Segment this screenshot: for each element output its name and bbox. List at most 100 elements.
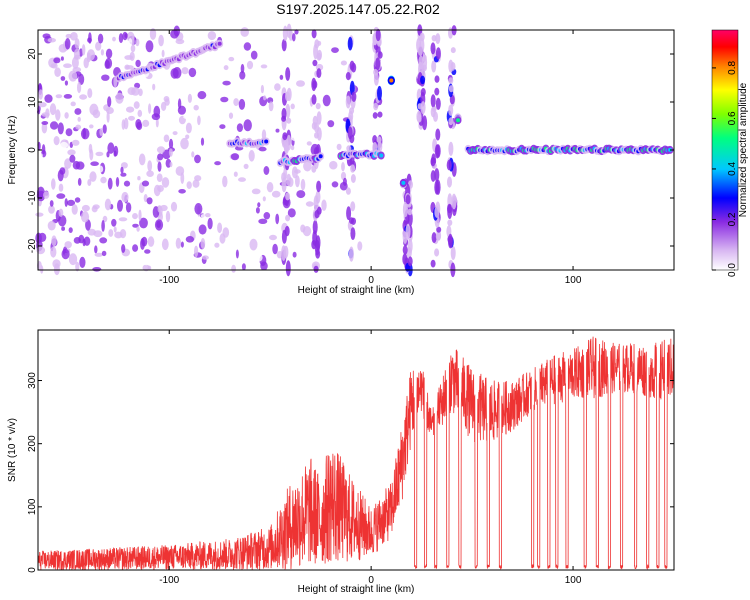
heatmap-cell (377, 111, 383, 118)
heatmap-cell (401, 180, 406, 185)
heatmap-cell (64, 198, 68, 207)
heatmap-cell (132, 223, 139, 228)
heatmap-cell (447, 233, 453, 249)
heatmap-cell (292, 251, 297, 258)
heatmap-y-tick-label: 20 (27, 48, 38, 60)
heatmap-cell (138, 209, 142, 221)
heatmap-cell (114, 231, 123, 239)
heatmap-cell (180, 172, 185, 185)
heatmap-cell (322, 94, 331, 107)
heatmap-cell (292, 43, 300, 50)
heatmap-cell (44, 180, 49, 188)
heatmap-cell (373, 68, 379, 76)
snr-x-tick-label: -100 (159, 575, 179, 586)
heatmap-cell (341, 162, 345, 172)
heatmap-cell (436, 226, 442, 233)
heatmap-cell (430, 106, 436, 118)
heatmap-cell (271, 190, 281, 198)
heatmap-cell (121, 191, 129, 203)
heatmap-cell (128, 115, 135, 121)
heatmap-cell (351, 217, 356, 225)
heatmap-cell (286, 117, 292, 124)
heatmap-cell (126, 31, 135, 43)
heatmap-cell (129, 51, 135, 62)
heatmap-cell (312, 59, 318, 67)
heatmap-cell (373, 72, 379, 86)
heatmap-cell (377, 141, 383, 153)
heatmap-cell (435, 232, 441, 241)
heatmap-cell (435, 47, 441, 60)
heatmap-cell (186, 181, 192, 190)
heatmap-cell (317, 49, 322, 61)
heatmap-cell (377, 85, 382, 101)
heatmap-cell (451, 193, 457, 210)
heatmap-cell (258, 146, 267, 152)
heatmap-cell (161, 49, 165, 58)
heatmap-cell (450, 246, 456, 260)
heatmap-cell (316, 180, 322, 193)
heatmap-cell (261, 129, 267, 140)
heatmap-cell (375, 28, 381, 42)
heatmap-cell (153, 184, 161, 197)
heatmap-cell (49, 200, 54, 207)
heatmap-cell (111, 218, 117, 227)
heatmap-cell (269, 234, 277, 241)
heatmap-cell (61, 201, 66, 206)
heatmap-cell (260, 84, 264, 94)
heatmap-cell (283, 245, 289, 259)
heatmap-cell (200, 238, 206, 249)
heatmap-cell (243, 119, 252, 132)
heatmap-cell (100, 176, 107, 184)
heatmap-cell (115, 92, 124, 104)
heatmap-cell (51, 31, 57, 36)
heatmap-cell (48, 205, 55, 214)
heatmap-cell (373, 102, 379, 111)
heatmap-cell (447, 176, 452, 188)
heatmap-cell (417, 103, 423, 110)
heatmap-cell (285, 260, 291, 277)
heatmap-cell (284, 142, 289, 154)
heatmap-cell (194, 245, 199, 258)
heatmap-cell (200, 137, 205, 146)
heatmap-cell (94, 252, 104, 257)
heatmap-cell (238, 177, 246, 182)
heatmap-cell (240, 27, 249, 37)
snr-series-line (38, 336, 674, 570)
heatmap-cell (193, 104, 199, 111)
heatmap-cell (431, 35, 437, 42)
heatmap-cell (345, 95, 351, 109)
heatmap-cell (357, 241, 363, 251)
heatmap-cell (95, 41, 102, 51)
snr-y-axis-label: SNR (10 * v/v) (7, 418, 18, 482)
heatmap-cell (122, 31, 128, 41)
heatmap-cell (165, 210, 171, 223)
heatmap-cell (223, 65, 229, 71)
heatmap-cell (281, 38, 287, 52)
heatmap-cell (68, 253, 78, 266)
heatmap-cell (60, 76, 66, 81)
heatmap-cell (170, 201, 178, 212)
heatmap-cell (222, 175, 228, 188)
heatmap-cell (118, 217, 128, 222)
heatmap-cell (126, 106, 135, 113)
heatmap-cell (41, 121, 49, 125)
snr-panel: -100 0 100 0 100 200 300 Height of straight l… (7, 329, 675, 595)
heatmap-cell (435, 33, 441, 45)
heatmap-cell (107, 177, 113, 190)
heatmap-cell (104, 198, 112, 211)
colorbar-ticks: 0.0 0.2 0.4 0.6 0.8 (712, 61, 738, 277)
heatmap-cell (41, 122, 48, 134)
heatmap-cell (420, 88, 426, 97)
snr-y-tick-label: 200 (27, 435, 38, 452)
heatmap-cell (79, 256, 86, 268)
heatmap-cell (124, 64, 130, 70)
heatmap-cell (58, 215, 67, 227)
heatmap-cell (342, 177, 347, 186)
heatmap-x-tick-label: 100 (565, 275, 582, 286)
heatmap-cell (70, 101, 76, 107)
heatmap-cell (169, 161, 173, 168)
heatmap-cell (228, 112, 234, 119)
heatmap-cell (250, 50, 258, 60)
